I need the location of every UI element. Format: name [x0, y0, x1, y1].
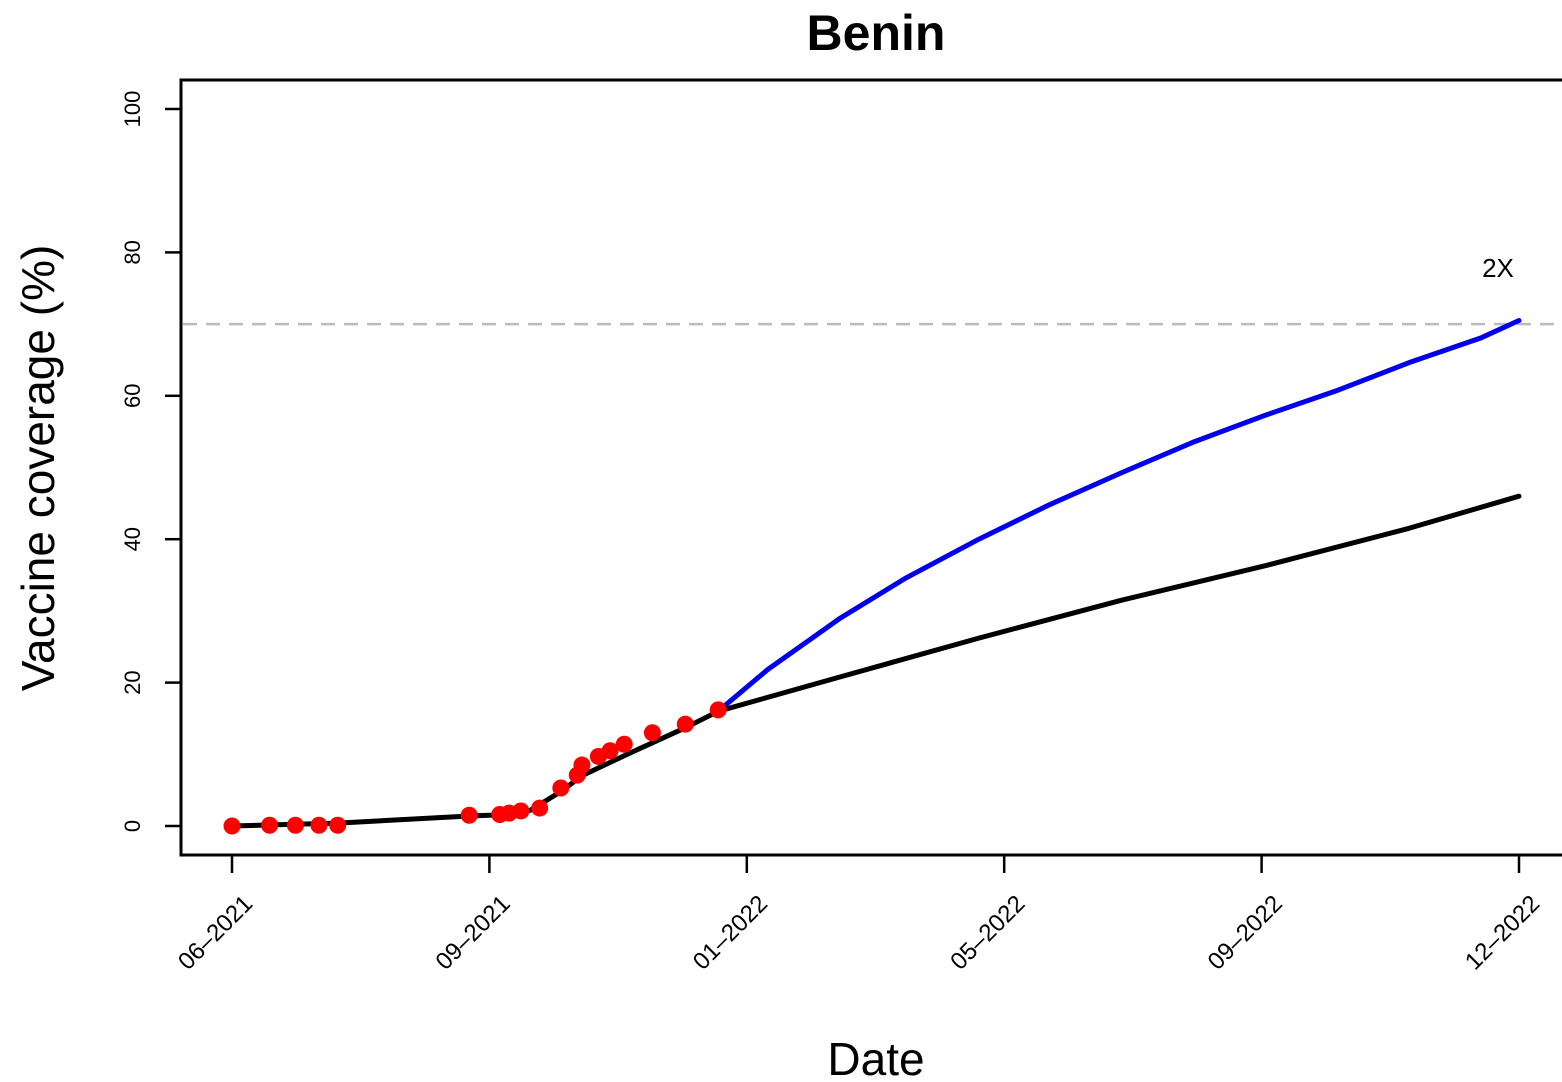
y-tick-label: 100	[120, 91, 145, 128]
observed-point	[676, 715, 694, 733]
y-tick-label: 20	[120, 670, 145, 694]
x-tick-label: 09–2022	[1203, 890, 1288, 975]
observed-point	[615, 735, 633, 753]
x-tick-label: 09–2021	[430, 890, 515, 975]
x-tick-label: 12–2022	[1460, 890, 1545, 975]
observed-point	[310, 816, 328, 834]
observed-point	[552, 779, 570, 797]
observed-point	[531, 799, 549, 817]
y-tick-label: 0	[120, 820, 145, 832]
observed-points	[223, 701, 727, 835]
series-lines	[229, 318, 1522, 829]
observed-point	[223, 817, 241, 835]
plot-frame	[179, 78, 1562, 857]
x-tick-label: 01–2022	[688, 890, 773, 975]
scenario-2x-label: 2X	[1482, 253, 1514, 283]
observed-point	[573, 756, 591, 774]
y-axis: 0 20 40 60 80 100	[120, 91, 181, 832]
y-axis-label: Vaccine coverage (%)	[12, 245, 64, 692]
observed-point	[261, 816, 279, 834]
observed-point	[601, 742, 619, 760]
observed-point	[329, 816, 347, 834]
x-axis: 06–2021 09–2021 01–2022 05–2022 09–2022 12–20…	[173, 855, 1545, 975]
y-tick-label: 80	[120, 240, 145, 264]
series-line-2x	[715, 318, 1522, 714]
x-axis-label: Date	[827, 1033, 924, 1082]
y-tick-label: 60	[120, 384, 145, 408]
observed-point	[512, 802, 530, 820]
observed-point	[460, 806, 478, 824]
observed-point	[709, 701, 727, 719]
y-tick-label: 40	[120, 527, 145, 551]
observed-point	[286, 816, 304, 834]
series-line-baseline	[229, 493, 1522, 829]
x-tick-label: 06–2021	[173, 890, 258, 975]
observed-point	[643, 724, 661, 742]
chart-title: Benin	[807, 5, 946, 61]
x-tick-label: 05–2022	[945, 890, 1030, 975]
